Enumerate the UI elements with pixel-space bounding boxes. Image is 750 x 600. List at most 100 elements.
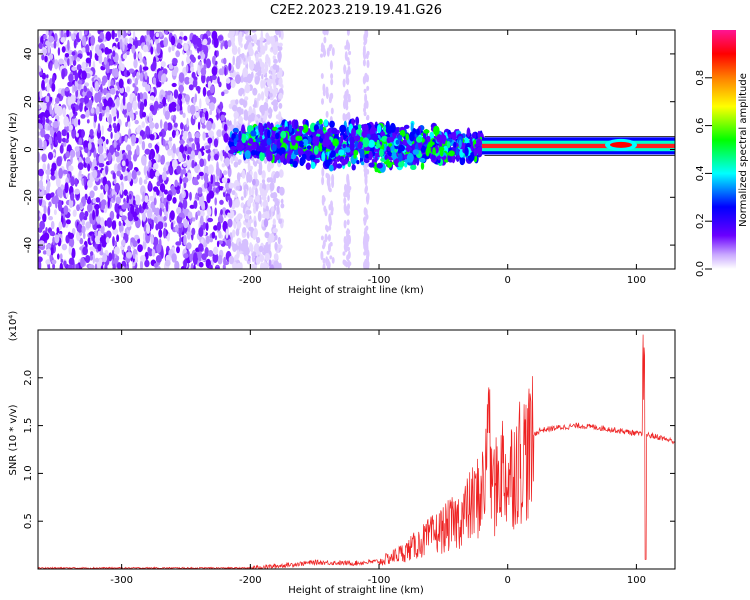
noise-speck [253,243,260,255]
noise-speck [255,39,261,46]
band-speck [275,132,280,140]
noise-speck [210,150,214,158]
noise-speck [108,49,112,54]
noise-speck [247,256,251,262]
noise-speck [252,229,257,241]
noise-speck [205,235,210,244]
noise-streak [326,47,330,57]
band-speck [446,140,451,149]
noise-streak [364,170,368,175]
noise-speck [57,201,63,212]
noise-speck [215,166,221,177]
noise-speck [241,108,244,115]
noise-streak [342,259,346,266]
noise-speck [99,217,105,227]
noise-speck [261,196,267,201]
noise-speck [116,262,122,269]
noise-speck [148,142,153,149]
noise-speck [87,163,91,172]
noise-speck [190,263,194,269]
noise-streak [320,73,324,79]
noise-speck [146,223,151,234]
snr-xlabel: Height of straight line (km) [288,585,424,596]
noise-speck [39,112,46,118]
band-speck [241,124,246,134]
noise-speck [252,178,256,186]
noise-speck [266,87,269,98]
noise-speck [83,85,88,93]
noise-speck [153,162,159,170]
noise-speck [256,236,261,244]
noise-speck [223,123,228,132]
noise-speck [146,30,150,36]
noise-speck [159,207,163,218]
noise-speck [272,90,277,98]
noise-speck [252,87,258,96]
band-speck [381,135,388,142]
noise-speck [262,78,266,89]
band-speck [286,153,291,164]
noise-speck [172,159,178,169]
band-speck [327,128,333,134]
noise-speck [161,76,164,82]
noise-speck [177,42,181,48]
noise-speck [101,125,104,136]
noise-speck [59,253,63,260]
band-speck [363,146,371,151]
band-speck [312,136,320,142]
noise-speck [182,177,189,184]
noise-speck [216,221,222,231]
noise-speck [75,132,79,138]
band-speck [294,119,299,130]
noise-speck [139,130,145,138]
noise-speck [81,70,87,80]
noise-streak [322,257,326,264]
noise-streak [320,42,324,50]
noise-speck [196,141,201,152]
noise-speck [68,232,71,237]
noise-speck [179,236,182,244]
noise-speck [230,79,236,89]
noise-speck [58,58,64,65]
noise-speck [180,122,184,130]
noise-speck [260,262,264,269]
noise-speck [94,203,100,210]
noise-speck [271,43,275,48]
noise-speck [54,136,58,146]
noise-speck [120,231,124,238]
noise-speck [231,45,238,56]
noise-speck [134,86,139,93]
noise-speck [95,152,99,164]
noise-speck [73,117,79,128]
band-speck [477,130,481,139]
noise-speck [260,79,264,89]
noise-speck [249,242,253,252]
noise-speck [172,143,176,154]
noise-speck [137,238,141,244]
noise-speck [56,130,62,141]
noise-speck [227,218,233,228]
noise-speck [114,246,120,255]
noise-streak [363,216,366,223]
noise-speck [73,38,77,49]
noise-speck [79,168,82,177]
noise-speck [272,75,276,86]
noise-speck [105,138,109,145]
noise-speck [142,66,149,71]
noise-speck [238,241,241,247]
noise-speck [85,44,90,54]
noise-speck [115,37,119,42]
band-speck [471,132,477,140]
noise-speck [125,158,129,167]
noise-speck [95,207,99,217]
noise-speck [104,183,109,192]
noise-streak [330,73,334,80]
noise-speck [38,119,43,124]
noise-speck [267,195,270,203]
noise-streak [344,51,348,61]
y-tick-label: 40 [23,48,34,61]
noise-speck [204,110,209,121]
noise-speck [236,221,242,229]
noise-speck [44,55,48,63]
noise-speck [239,31,242,37]
